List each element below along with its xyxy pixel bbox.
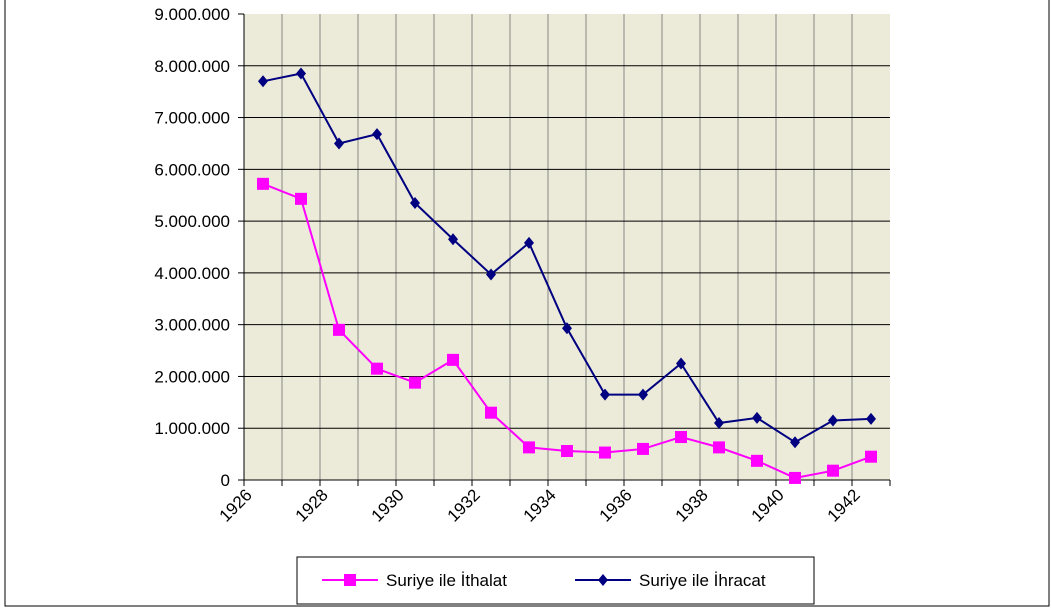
legend-label: Suriye ile İhracat (639, 571, 766, 590)
marker (637, 442, 649, 455)
marker (523, 441, 535, 454)
marker (752, 411, 762, 424)
marker (371, 362, 383, 375)
y-tick-label: 0 (221, 471, 230, 490)
marker (372, 128, 382, 141)
marker (448, 233, 458, 246)
y-tick-label: 2.000.000 (154, 367, 230, 386)
marker (790, 436, 800, 449)
y-tick-label: 9.000.000 (154, 5, 230, 24)
marker (524, 236, 534, 249)
marker (257, 177, 269, 190)
marker (751, 454, 763, 467)
y-tick-label: 8.000.000 (154, 57, 230, 76)
legend-box (296, 556, 815, 605)
marker (600, 388, 610, 401)
marker (485, 406, 497, 419)
marker (447, 353, 459, 366)
marker (333, 323, 345, 336)
plot-area (244, 14, 890, 480)
y-tick-label: 1.000.000 (154, 419, 230, 438)
marker (865, 450, 877, 463)
marker (828, 414, 838, 427)
marker (827, 464, 839, 477)
marker (410, 196, 420, 209)
marker (258, 75, 268, 88)
legend-label: Suriye ile İthalat (386, 571, 507, 590)
marker (713, 441, 725, 454)
marker (486, 268, 496, 281)
y-tick-label: 4.000.000 (154, 264, 230, 283)
marker (789, 471, 801, 484)
marker (334, 137, 344, 150)
marker (714, 417, 724, 430)
marker (866, 412, 876, 425)
marker (599, 446, 611, 459)
marker (561, 445, 573, 458)
marker (409, 376, 421, 389)
marker (598, 574, 608, 586)
marker (344, 574, 356, 586)
marker (675, 431, 687, 444)
marker (562, 322, 572, 335)
marker (638, 388, 648, 401)
marker (676, 357, 686, 370)
y-tick-label: 3.000.000 (154, 316, 230, 335)
y-tick-label: 7.000.000 (154, 109, 230, 128)
marker (296, 67, 306, 80)
marker (295, 192, 307, 205)
y-tick-label: 5.000.000 (154, 212, 230, 231)
y-tick-label: 6.000.000 (154, 160, 230, 179)
